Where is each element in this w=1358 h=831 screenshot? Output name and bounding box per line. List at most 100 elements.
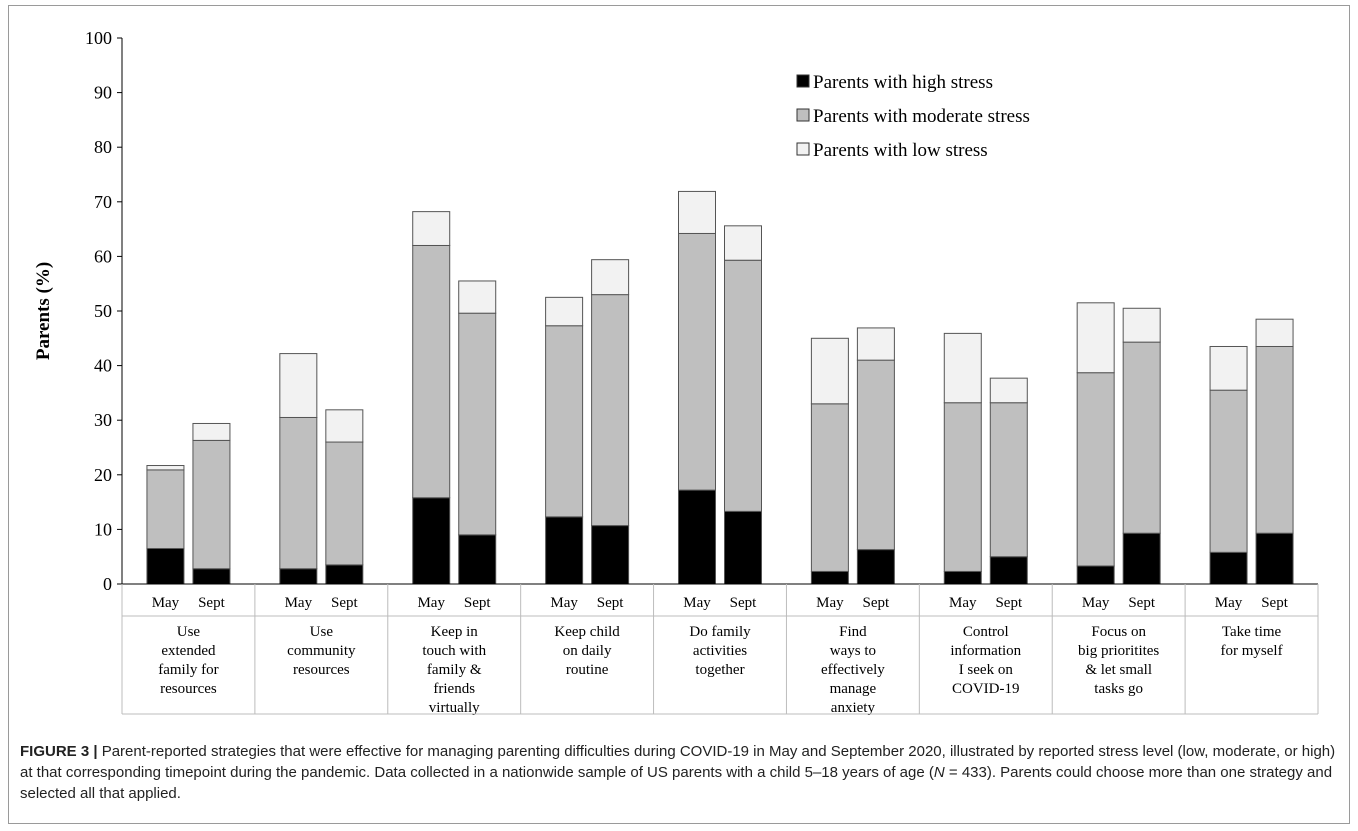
bar-segment-moderate (678, 232, 716, 491)
bar-segment-low (591, 259, 630, 296)
x-category-label-line: effectively (821, 662, 885, 678)
legend-swatch (796, 108, 810, 122)
y-tick-label: 40 (94, 356, 112, 376)
bar-segment-low (1122, 307, 1161, 343)
x-category-label-line: Use (177, 624, 201, 640)
bar-segment-moderate (810, 403, 849, 572)
bar-segment-high (412, 497, 451, 585)
y-tick-label: 60 (94, 246, 112, 266)
x-category-label-line: family for (158, 662, 218, 678)
x-category-label-line: resources (293, 662, 350, 678)
y-tick-label: 10 (94, 519, 112, 539)
y-axis: 0 10 20 30 40 50 60 70 80 90 100 (85, 28, 123, 594)
bar-segment-low (458, 280, 497, 314)
bar-segment-low (1255, 318, 1294, 347)
bar-segment-low (192, 422, 231, 441)
bar-segment-high (1076, 565, 1115, 585)
x-timepoint-label: May (417, 595, 445, 611)
x-timepoint-label: Sept (995, 595, 1023, 611)
x-category-label-line: tasks go (1094, 681, 1143, 697)
x-category-label-line: Use (310, 624, 334, 640)
bar-segment-moderate (146, 469, 185, 550)
bar-segment-low (810, 337, 849, 405)
x-category-label-line: on daily (563, 643, 612, 659)
x-timepoint-label: May (550, 595, 578, 611)
bar-segment-moderate (279, 416, 318, 570)
bar-segment-moderate (724, 259, 762, 512)
y-tick-label: 80 (94, 137, 112, 157)
bar-segment-moderate (325, 441, 364, 566)
bar-segment-high (943, 570, 982, 585)
bar-segment-moderate (856, 359, 895, 551)
x-category-label-line: anxiety (831, 700, 876, 716)
x-category-label-line: Keep in (431, 624, 479, 640)
bar-segment-low (279, 353, 318, 418)
bar-segment-low (1076, 302, 1115, 374)
bar-segment-high (724, 510, 762, 585)
bar-segment-low (724, 225, 762, 261)
x-category-label-line: manage (830, 681, 877, 697)
y-tick-label: 20 (94, 465, 112, 485)
legend-swatch (796, 142, 810, 156)
bar-segment-low (545, 296, 584, 327)
x-category-label-line: family & (427, 662, 482, 678)
stacked-bar-chart: 0 10 20 30 40 50 60 70 80 90 100 May Sept Use extende… (33, 28, 1319, 716)
x-timepoint-label: May (816, 595, 844, 611)
x-category-label-line: for myself (1221, 643, 1283, 659)
bar-segment-low (989, 377, 1028, 404)
bar-segment-low (943, 332, 982, 404)
x-category-label-line: virtually (429, 700, 480, 716)
bar-segment-high (146, 548, 185, 585)
bar-segment-low (146, 465, 185, 471)
x-category-label-line: information (950, 643, 1021, 659)
x-category-label-line: Do family (689, 624, 751, 640)
x-timepoint-label: May (285, 595, 313, 611)
caption-text-2: = 433). Parents could choose more than o… (20, 764, 1333, 802)
bar-segment-high (591, 525, 630, 585)
x-timepoint-label: May (152, 595, 180, 611)
bar-segment-moderate (1255, 345, 1294, 534)
legend-swatch (796, 74, 810, 88)
legend: Parents with high stress Parents with mod… (796, 72, 1030, 161)
bar-segment-moderate (943, 402, 982, 572)
x-timepoint-label: Sept (464, 595, 492, 611)
bar-segment-high (279, 568, 318, 585)
y-tick-label: 0 (103, 574, 112, 594)
x-category-label-line: Take time (1222, 624, 1282, 640)
y-tick-label: 30 (94, 410, 112, 430)
bar-segment-moderate (458, 312, 497, 536)
bar-segment-high (810, 570, 849, 585)
y-tick-label: 50 (94, 301, 112, 321)
x-category-label-line: Keep child (554, 624, 620, 640)
bar-segment-high (192, 568, 231, 585)
bar-segment-moderate (412, 244, 451, 499)
x-category-label-line: community (287, 643, 356, 659)
bars-layer (146, 190, 1294, 585)
x-timepoint-label: Sept (331, 595, 359, 611)
x-category-label-line: Focus on (1091, 624, 1146, 640)
x-category-label-line: big prioritites (1078, 643, 1159, 659)
bar-segment-high (1209, 551, 1248, 585)
bar-segment-moderate (591, 294, 630, 527)
bar-segment-high (678, 489, 716, 585)
bar-segment-high (325, 564, 364, 585)
bar-segment-low (856, 327, 895, 361)
x-category-label-line: Control (963, 624, 1009, 640)
bar-segment-moderate (545, 325, 584, 518)
x-timepoint-label: May (1082, 595, 1110, 611)
bar-segment-high (1122, 532, 1161, 585)
x-category-label-line: extended (161, 643, 216, 659)
bar-segment-high (1255, 532, 1294, 585)
bar-segment-moderate (989, 402, 1028, 558)
x-category-label-line: routine (566, 662, 609, 678)
x-timepoint-label: Sept (1261, 595, 1289, 611)
caption-n-symbol: N (933, 764, 945, 781)
legend-label: Parents with low stress (813, 140, 988, 161)
x-timepoint-label: May (683, 595, 711, 611)
x-timepoint-label: Sept (863, 595, 891, 611)
y-tick-label: 90 (94, 83, 112, 103)
x-category-label-line: friends (433, 681, 475, 697)
bar-segment-moderate (1122, 341, 1161, 534)
x-timepoint-label: Sept (597, 595, 625, 611)
bar-segment-high (545, 516, 584, 585)
